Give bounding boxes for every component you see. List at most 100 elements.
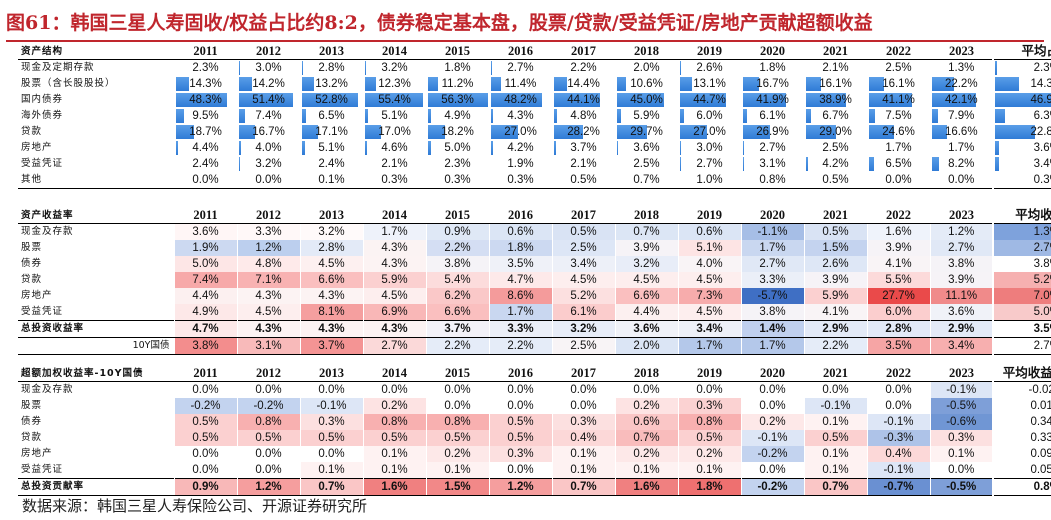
average-cell: 0.01%: [992, 398, 1051, 414]
data-cell: 0.0%: [551, 398, 616, 414]
data-cell: 27.0%: [488, 124, 553, 140]
data-cell: 1.5%: [425, 478, 490, 496]
cell-value: 16.7%: [756, 78, 789, 90]
cell-bar: [238, 109, 245, 123]
year-header: 2018: [615, 366, 678, 382]
data-cell: 0.1%: [551, 462, 616, 479]
data-cell: 6.5%: [866, 156, 931, 172]
data-cell: -0.5%: [929, 478, 994, 496]
cell-value: 0.0%: [948, 464, 975, 476]
data-cell: 5.9%: [362, 272, 427, 288]
cell-value: 0.1%: [318, 174, 345, 186]
cell-value: 2.7%: [948, 242, 975, 254]
data-cell: 0.0%: [488, 381, 553, 398]
data-cell: -0.2%: [740, 478, 805, 496]
data-cell: 0.2%: [614, 398, 679, 414]
year-header: 2021: [804, 208, 867, 224]
data-cell: 4.5%: [236, 304, 301, 321]
average-value: 2.7%: [1033, 340, 1051, 352]
data-cell: 3.0%: [677, 140, 742, 156]
data-cell: 7.9%: [929, 108, 994, 124]
data-cell: 0.1%: [803, 414, 868, 430]
data-cell: -0.1%: [740, 430, 805, 446]
cell-value: 4.2%: [507, 142, 534, 154]
table-row: 受益凭证 0.0% 0.0% 0.1% 0.1% 0.1% 0.0% 0.1% 0.1% 0.1%…: [18, 462, 1051, 479]
data-cell: 2.5%: [803, 140, 868, 156]
table-row: 债券 5.0% 4.8% 4.5% 4.3% 3.8% 3.5% 3.4% 3.2% 4.0% 2.…: [18, 256, 1051, 272]
data-cell: 0.0%: [488, 398, 553, 414]
cell-value: 2.4%: [318, 158, 345, 170]
cell-bar: [742, 125, 771, 139]
cell-value: 56.3%: [441, 94, 474, 106]
data-cell: 0.5%: [803, 223, 868, 240]
data-cell: 4.4%: [173, 140, 238, 156]
cell-bar: [995, 77, 1020, 91]
cell-value: 10.6%: [630, 78, 663, 90]
cell-value: 1.8%: [507, 242, 534, 254]
cell-value: 11.1%: [945, 290, 978, 302]
cell-value: 1.6%: [381, 481, 408, 493]
year-header: 2017: [552, 44, 615, 60]
data-cell: 48.2%: [488, 92, 553, 108]
data-cell: 2.8%: [866, 320, 931, 338]
cell-value: 18.2%: [441, 126, 474, 138]
cell-value: 0.0%: [948, 174, 975, 186]
cell-value: 0.2%: [696, 448, 723, 460]
data-cell: 4.0%: [677, 256, 742, 272]
data-cell: 0.3%: [677, 398, 742, 414]
year-header: 2015: [426, 208, 489, 224]
data-cell: 0.1%: [362, 462, 427, 479]
cell-value: 17.1%: [315, 126, 348, 138]
data-cell: 2.2%: [488, 337, 553, 355]
data-cell: -0.1%: [803, 398, 868, 414]
data-cell: 0.5%: [425, 430, 490, 446]
cell-value: 8.6%: [507, 290, 534, 302]
data-cell: 4.7%: [173, 320, 238, 338]
row-label: 债券: [21, 416, 43, 427]
cell-value: -0.2%: [190, 400, 221, 412]
average-cell: 14.3%: [992, 76, 1051, 92]
cell-value: -0.7%: [883, 481, 914, 493]
cell-value: 4.3%: [381, 323, 408, 335]
data-cell: 0.0%: [803, 381, 868, 398]
average-header: 平均收益率贡献: [993, 366, 1051, 382]
cell-value: 3.1%: [759, 158, 786, 170]
cell-value: 0.2%: [759, 416, 786, 428]
year-header: 2022: [867, 208, 930, 224]
cell-bar: [931, 77, 955, 91]
data-cell: 0.5%: [173, 414, 238, 430]
data-cell: 3.1%: [236, 337, 301, 355]
data-cell: 4.2%: [488, 140, 553, 156]
cell-value: 3.1%: [255, 340, 282, 352]
average-value: 0.8%: [1033, 481, 1051, 493]
table-row: 债券 0.5% 0.8% 0.3% 0.8% 0.8% 0.5% 0.3% 0.6% 0.8% 0.…: [18, 414, 1051, 430]
data-cell: 44.7%: [677, 92, 742, 108]
header-row: 资产收益率 2011 2012 2013 2014 2015 2016 2017 2018 201…: [18, 208, 1051, 224]
data-cell: 5.1%: [299, 140, 364, 156]
cell-bar: [805, 93, 847, 107]
data-cell: 1.7%: [488, 304, 553, 321]
year-header: 2023: [930, 44, 993, 60]
data-cell: 0.0%: [551, 381, 616, 398]
cell-value: -0.1%: [946, 384, 977, 396]
data-cell: 3.3%: [740, 272, 805, 288]
cell-value: 3.9%: [885, 242, 912, 254]
cell-value: 2.7%: [381, 340, 408, 352]
average-cell: 22.8%: [992, 124, 1051, 140]
cell-bar: [931, 93, 976, 107]
cell-value: 0.0%: [507, 400, 534, 412]
data-cell: 0.1%: [614, 462, 679, 479]
cell-value: 12.3%: [378, 78, 411, 90]
cell-value: 0.0%: [696, 384, 723, 396]
cell-value: -5.7%: [757, 290, 788, 302]
cell-bar: [995, 61, 998, 75]
cell-value: 1.7%: [759, 340, 786, 352]
cell-value: 13.2%: [315, 78, 348, 90]
data-cell: 0.1%: [551, 446, 616, 462]
data-cell: 4.3%: [362, 240, 427, 256]
data-cell: 2.4%: [173, 156, 238, 172]
data-cell: 1.7%: [866, 140, 931, 156]
row-header-label: 超额加权收益率-10Y国债: [18, 366, 174, 382]
row-label: 股票: [21, 242, 43, 253]
cell-value: 0.0%: [570, 400, 597, 412]
